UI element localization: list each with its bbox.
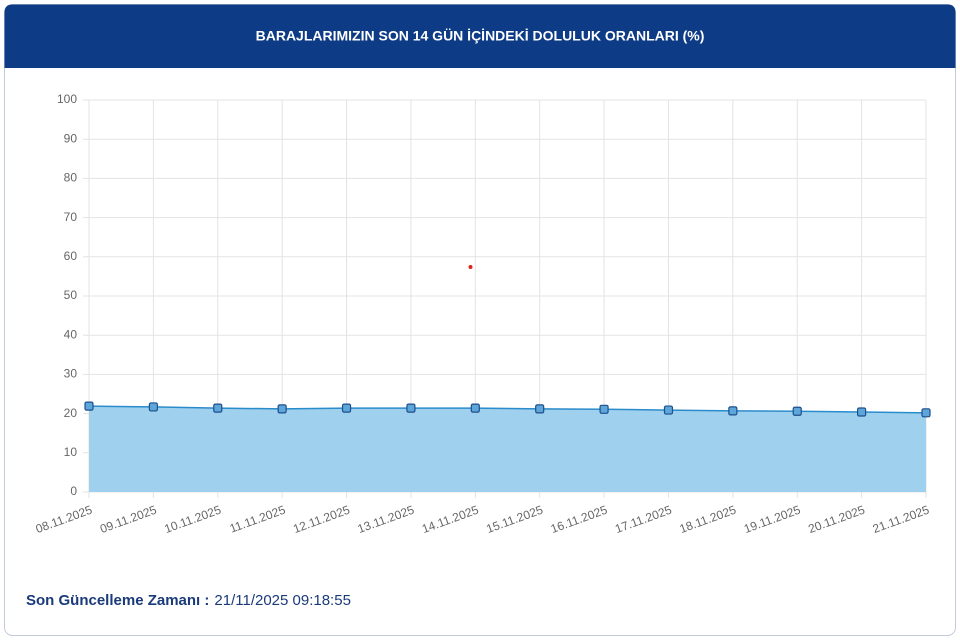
y-tick-label: 80 [64, 171, 78, 185]
y-tick-label: 70 [64, 210, 78, 224]
line [88, 405, 927, 414]
marker [277, 404, 287, 414]
stray-dot [468, 265, 473, 269]
card-frame [4, 4, 956, 636]
marker [599, 404, 609, 414]
marker [213, 403, 223, 413]
update-time: Son Güncelleme Zamanı : 21/11/2025 09:18:… [26, 592, 351, 609]
marker [84, 401, 94, 411]
marker [341, 403, 352, 413]
area [89, 406, 926, 492]
y-tick-label: 20 [64, 406, 78, 420]
update-label: Son Güncelleme Zamanı : [26, 592, 209, 609]
y-tick-label: 0 [70, 484, 77, 498]
y-tick-label: 30 [64, 367, 78, 381]
y-tick-label: 100 [57, 92, 77, 106]
marker [857, 407, 867, 417]
y-tick-label: 60 [64, 249, 78, 263]
marker [663, 405, 674, 415]
y-tick-label: 10 [64, 445, 78, 459]
marker [470, 403, 480, 413]
update-value: 21/11/2025 09:18:55 [214, 592, 351, 609]
marker [148, 402, 158, 412]
marker [728, 406, 738, 416]
y-tick-label: 90 [64, 131, 78, 145]
marker [921, 408, 931, 418]
marker [406, 403, 416, 413]
card-header [4, 4, 956, 68]
y-tick-label: 40 [64, 327, 78, 341]
marker [535, 404, 545, 414]
chart-title: BARAJLARIMIZIN SON 14 GÜN İÇİNDEKİ DOLUL… [256, 28, 705, 44]
y-tick-label: 50 [64, 288, 78, 302]
marker [792, 406, 802, 416]
